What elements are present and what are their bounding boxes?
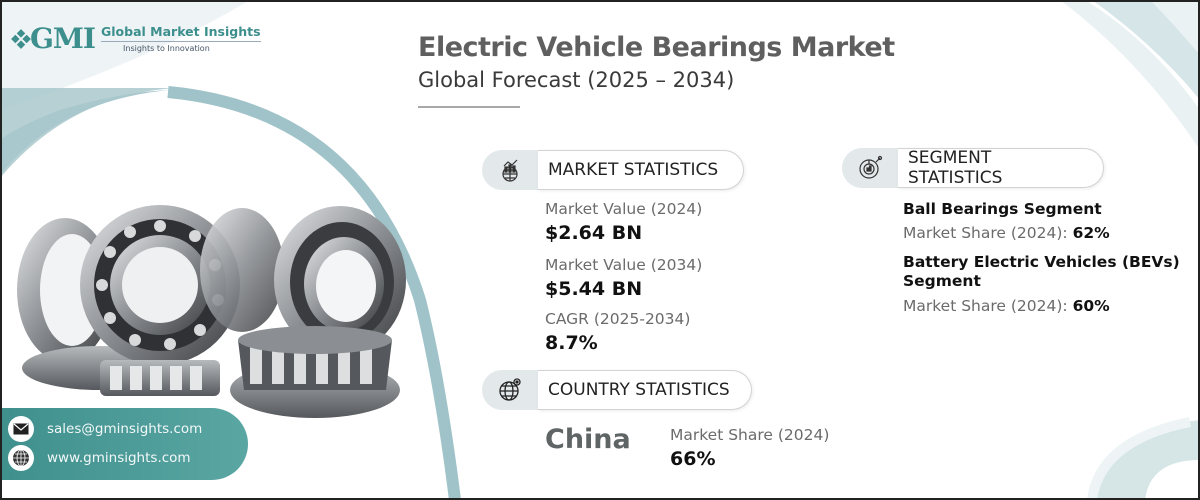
bev-segment-title-line1: Battery Electric Vehicles (BEVs)	[903, 253, 1180, 271]
brand-tagline: Insights to Innovation	[123, 44, 210, 53]
email-link[interactable]: sales@gminsights.com	[47, 421, 203, 437]
bev-share: Market Share (2024): 60%	[903, 297, 1110, 315]
logo-diamond-icon	[11, 28, 31, 49]
country-statistics-heading: COUNTRY STATISTICS	[538, 370, 752, 410]
ball-bearings-share: Market Share (2024): 62%	[903, 224, 1110, 242]
market-value-2034: $5.44 BN	[545, 278, 643, 300]
ball-bearings-segment-title: Ball Bearings Segment	[903, 200, 1102, 218]
market-value-2034-label: Market Value (2034)	[545, 256, 703, 274]
gmi-logo: GMI Global Market Insights Insights to I…	[11, 22, 261, 55]
globe-pin-icon	[482, 370, 538, 410]
website-link[interactable]: www.gminsights.com	[47, 450, 191, 466]
market-value-2024-label: Market Value (2024)	[545, 200, 703, 218]
decorative-arc-top-right	[1060, 0, 1200, 150]
contact-panel: sales@gminsights.com www.gminsights.com	[0, 408, 248, 480]
email-row[interactable]: sales@gminsights.com	[8, 416, 202, 442]
globe-icon	[8, 445, 34, 471]
page-subtitle: Global Forecast (2025 – 2034)	[418, 68, 735, 92]
bev-share-value: 60%	[1072, 297, 1110, 315]
bev-segment-title-line2: Segment	[903, 272, 981, 290]
market-statistics-header: MARKET STATISTICS	[482, 150, 744, 190]
country-share-value: 66%	[670, 448, 716, 470]
logo-gmi-text: GMI	[30, 22, 96, 55]
cagr-value: 8.7%	[545, 332, 598, 354]
decorative-arc-bottom-right	[1087, 417, 1200, 500]
ball-bearings-share-value: 62%	[1072, 224, 1110, 242]
bev-share-label: Market Share (2024):	[903, 297, 1073, 315]
brand-name: Global Market Insights	[101, 24, 261, 42]
page-title: Electric Vehicle Bearings Market	[418, 32, 895, 63]
segment-statistics-header: SEGMENT STATISTICS	[842, 148, 1104, 188]
title-divider	[418, 106, 520, 108]
segment-statistics-heading: SEGMENT STATISTICS	[898, 148, 1104, 188]
website-row[interactable]: www.gminsights.com	[8, 445, 191, 471]
logo-mark: GMI	[11, 22, 96, 55]
country-name: China	[545, 424, 631, 455]
country-statistics-header: COUNTRY STATISTICS	[482, 370, 752, 410]
cagr-label: CAGR (2025-2034)	[545, 310, 691, 328]
mail-icon	[8, 416, 34, 442]
market-value-2024: $2.64 BN	[545, 222, 643, 244]
country-share-label: Market Share (2024)	[670, 426, 830, 444]
market-statistics-heading: MARKET STATISTICS	[538, 150, 744, 190]
ball-bearings-share-label: Market Share (2024):	[903, 224, 1073, 242]
bearings-image	[17, 205, 406, 418]
segment-chart-icon	[842, 148, 898, 188]
chart-globe-icon	[482, 150, 538, 190]
